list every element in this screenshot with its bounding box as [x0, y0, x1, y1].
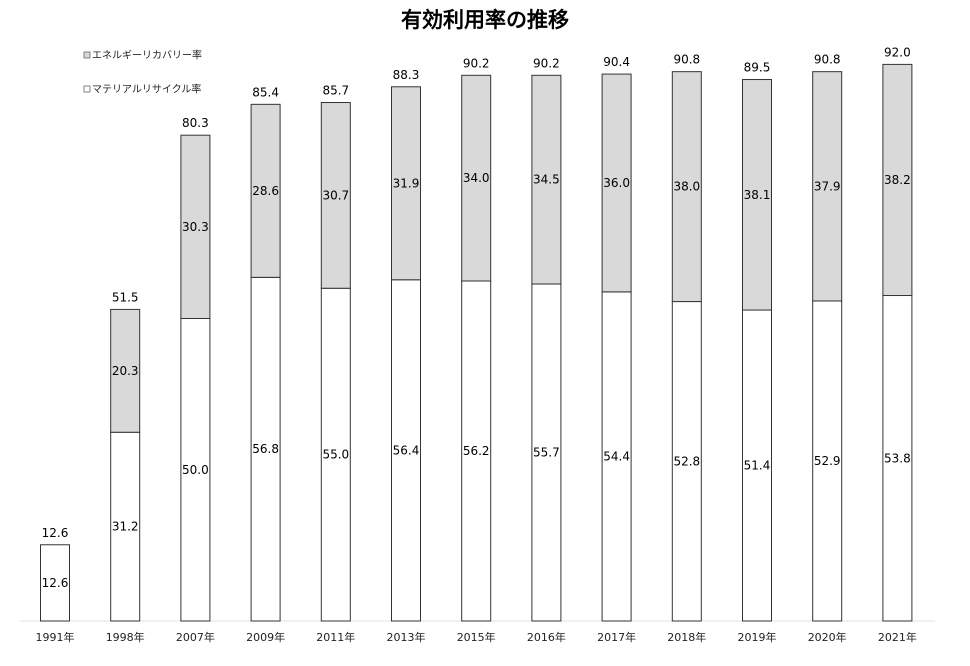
bar-segment-energy-recovery [671, 71, 702, 303]
data-label-material-recycle: 52.8 [673, 454, 700, 468]
data-label-material-recycle: 56.4 [393, 443, 420, 457]
legend-label-material-recycle: マテリアルリサイクル率 [92, 83, 201, 96]
labels-layer: 12.6 12.6 1991年 20.3 31.2 51.5 1998年 30.3 50.0 80… [36, 45, 917, 644]
data-label-total: 90.4 [603, 55, 630, 69]
x-tick-label: 2020年 [808, 630, 847, 644]
data-label-energy-recovery: 36.0 [603, 176, 630, 190]
data-label-energy-recovery: 20.3 [112, 364, 139, 378]
bar-segment-material-recycle [812, 300, 843, 622]
data-label-material-recycle: 52.9 [814, 454, 841, 468]
x-tick-label: 2007年 [176, 630, 215, 644]
data-label-material-recycle: 55.0 [322, 448, 349, 462]
bar-segment-material-recycle [601, 291, 632, 622]
x-tick-label: 2013年 [387, 630, 426, 644]
data-label-total: 89.5 [744, 61, 771, 75]
legend: エネルギーリカバリー率 マテリアルリサイクル率 [83, 49, 202, 96]
data-label-total: 90.8 [814, 53, 841, 67]
x-tick-label: 2016年 [527, 630, 566, 644]
data-label-material-recycle: 56.8 [252, 442, 279, 456]
bar-segment-material-recycle [180, 318, 211, 622]
x-tick-label: 2009年 [246, 630, 285, 644]
data-label-material-recycle: 12.6 [42, 576, 69, 590]
data-label-total: 90.8 [673, 53, 700, 67]
data-label-energy-recovery: 34.5 [533, 173, 560, 187]
bar-segment-material-recycle [320, 287, 351, 622]
x-tick-label: 2017年 [597, 630, 636, 644]
bar-segment-energy-recovery [882, 63, 913, 297]
data-label-total: 80.3 [182, 116, 209, 130]
data-label-material-recycle: 31.2 [112, 520, 139, 534]
bar-segment-material-recycle [110, 431, 141, 622]
data-label-material-recycle: 53.8 [884, 451, 911, 465]
data-label-energy-recovery: 38.0 [673, 180, 700, 194]
bar-segment-material-recycle [742, 309, 772, 622]
data-label-total: 85.7 [322, 84, 349, 98]
data-label-material-recycle: 51.4 [744, 459, 771, 473]
x-tick-label: 2015年 [457, 630, 496, 644]
data-label-energy-recovery: 28.6 [252, 184, 279, 198]
bar-segment-energy-recovery [601, 73, 632, 293]
data-label-total: 90.2 [533, 56, 560, 70]
legend-label-energy-recovery: エネルギーリカバリー率 [92, 49, 202, 62]
data-label-energy-recovery: 30.3 [182, 220, 209, 234]
bar-segment-material-recycle [531, 283, 562, 622]
data-label-material-recycle: 55.7 [533, 446, 560, 460]
bar-segment-material-recycle [461, 280, 492, 622]
bar-segment-material-recycle [250, 276, 281, 622]
data-label-total: 85.4 [252, 85, 279, 99]
bar-segment-energy-recovery [320, 102, 351, 289]
x-tick-label: 2011年 [316, 630, 355, 644]
data-label-total: 90.2 [463, 56, 490, 70]
data-label-total: 88.3 [393, 68, 420, 82]
legend-swatch-material-recycle [83, 85, 91, 93]
bar-segment-energy-recovery [461, 74, 492, 282]
legend-swatch-energy-recovery [83, 51, 91, 59]
data-label-energy-recovery: 38.1 [744, 188, 771, 202]
data-label-total: 51.5 [112, 290, 139, 304]
bar-segment-material-recycle [40, 544, 70, 622]
bar-segment-energy-recovery [110, 308, 141, 433]
data-label-material-recycle: 54.4 [603, 449, 630, 463]
x-tick-label: 2021年 [878, 630, 917, 644]
bar-segment-energy-recovery [391, 86, 421, 281]
x-tick-label: 2018年 [667, 630, 706, 644]
x-tick-label: 1991年 [36, 630, 75, 644]
data-label-energy-recovery: 38.2 [884, 173, 911, 187]
chart-title: 有効利用率の推移 [401, 8, 569, 32]
bar-segment-material-recycle [391, 279, 421, 622]
data-label-energy-recovery: 31.9 [393, 176, 420, 190]
data-label-material-recycle: 50.0 [182, 463, 209, 477]
bar-segment-material-recycle [671, 301, 702, 622]
x-tick-label: 2019年 [738, 630, 777, 644]
bar-segment-energy-recovery [742, 79, 772, 311]
data-label-energy-recovery: 30.7 [322, 188, 349, 202]
data-label-total: 92.0 [884, 45, 911, 59]
x-tick-label: 1998年 [106, 630, 145, 644]
bar-segment-energy-recovery [180, 134, 211, 319]
bar-segment-energy-recovery [812, 71, 843, 302]
data-label-energy-recovery: 37.9 [814, 179, 841, 193]
bars-layer [40, 63, 913, 622]
data-label-energy-recovery: 34.0 [463, 171, 490, 185]
data-label-material-recycle: 56.2 [463, 444, 490, 458]
bar-segment-energy-recovery [250, 103, 281, 278]
bar-segment-energy-recovery [531, 74, 562, 285]
data-label-total: 12.6 [42, 526, 69, 540]
